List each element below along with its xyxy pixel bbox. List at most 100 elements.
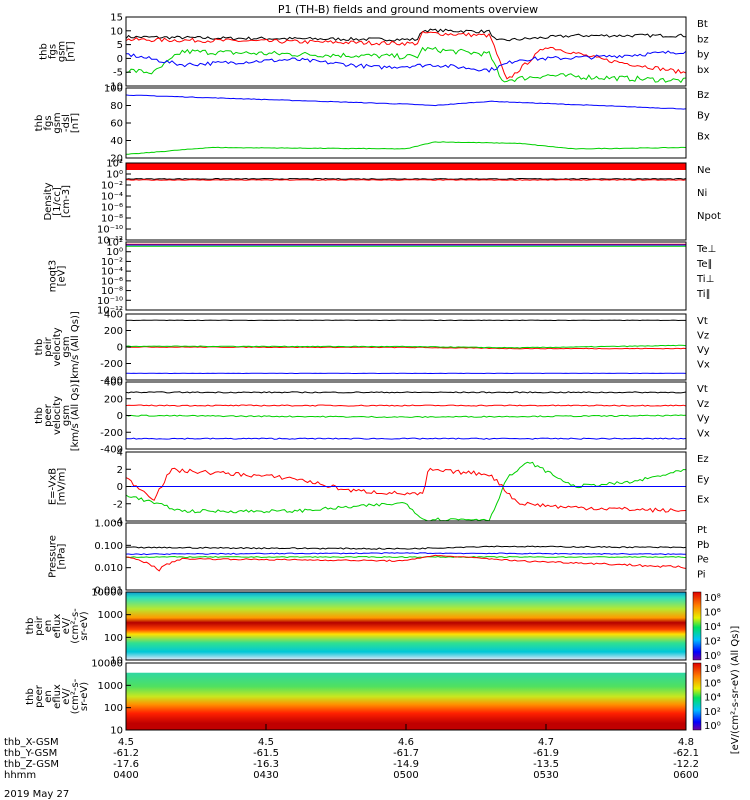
panel-frame bbox=[125, 522, 687, 591]
Ne-series bbox=[126, 179, 686, 181]
y-tick-label: -2 bbox=[113, 499, 123, 510]
y-axis-label: en bbox=[43, 620, 54, 633]
y-axis-label: thb bbox=[34, 339, 45, 356]
panel-frame bbox=[125, 162, 687, 241]
y-axis-label: -dsl bbox=[61, 114, 72, 132]
Pi-series bbox=[126, 552, 686, 556]
legend-Vz: Vz bbox=[697, 399, 709, 410]
y-tick-label: 20 bbox=[110, 154, 123, 165]
colorbar-tick: 10² bbox=[704, 707, 721, 718]
colorbar-tick: 10⁸ bbox=[704, 593, 721, 604]
panel-plot-pressure bbox=[126, 545, 686, 572]
colorbar bbox=[692, 591, 702, 661]
Ey-series bbox=[126, 461, 686, 521]
y-axis-label: fgs bbox=[43, 115, 54, 130]
x-tick-label: 4.6 bbox=[398, 737, 414, 748]
legend-Pi: Pi bbox=[697, 569, 706, 580]
Ez-series bbox=[126, 467, 686, 513]
legend-by: by bbox=[697, 50, 709, 61]
panel-plot-fgs bbox=[126, 28, 686, 84]
x-tick-label: 4.8 bbox=[678, 737, 694, 748]
y-axis-label: en bbox=[43, 690, 54, 703]
Vy-series bbox=[126, 344, 686, 349]
legend-Ex: Ex bbox=[697, 495, 709, 506]
y-tick-label: -400 bbox=[100, 376, 123, 387]
y-axis-label: eV/ bbox=[61, 617, 72, 634]
y-tick-label: 10² bbox=[106, 159, 123, 170]
y-tick-label: 400 bbox=[104, 378, 123, 389]
y-axis-label: [1/cc] bbox=[52, 187, 63, 216]
y-tick-label: 1.000 bbox=[94, 519, 123, 530]
legend-Bz: Bz bbox=[697, 90, 709, 101]
y-axis-label: E=-VxB bbox=[48, 468, 59, 505]
y-tick-label: 10⁻² bbox=[101, 181, 123, 192]
x-tick-label: -13.5 bbox=[533, 759, 559, 770]
y-tick-label: 1000 bbox=[98, 681, 123, 692]
y-tick-label: 10⁻⁶ bbox=[101, 203, 123, 214]
y-tick-label: 4 bbox=[117, 448, 123, 459]
colorbar-tick: 10⁰ bbox=[704, 651, 721, 662]
y-tick-label: 0.100 bbox=[94, 541, 123, 552]
bx-series bbox=[126, 50, 686, 73]
y-tick-label: -5 bbox=[113, 68, 123, 79]
x-tick-label: 4.7 bbox=[538, 737, 554, 748]
By-series bbox=[126, 141, 686, 155]
Pt-series bbox=[126, 545, 686, 550]
legend-Npot: Npot bbox=[697, 211, 721, 222]
panel-density: 10²10⁰10⁻²10⁻⁴10⁻⁶10⁻⁸10⁻¹⁰10⁻¹²Density[… bbox=[43, 159, 721, 247]
y-axis-label: moqt3 bbox=[48, 260, 59, 293]
x-axis-row-label: thb_Y-GSM bbox=[4, 748, 57, 759]
legend-Ne: Ne bbox=[697, 165, 711, 176]
y-tick-label: 200 bbox=[104, 326, 123, 337]
y-tick-label: 0.001 bbox=[94, 586, 123, 597]
y-tick-label: 100 bbox=[104, 84, 123, 95]
Ni-series bbox=[126, 177, 686, 180]
y-axis-label: [nT] bbox=[66, 41, 77, 61]
y-axis-label: thb bbox=[25, 618, 36, 635]
y-axis-label: sr-eV) bbox=[79, 611, 90, 640]
Vz-series bbox=[126, 404, 686, 407]
legend-Vx: Vx bbox=[697, 428, 710, 439]
panel-frame bbox=[125, 16, 687, 87]
colorbar bbox=[692, 662, 702, 731]
legend-Vy: Vy bbox=[697, 345, 710, 356]
y-tick-label: 400 bbox=[104, 310, 123, 321]
y-axis-label: thb bbox=[34, 407, 45, 424]
colorbars-group: 10⁸ 10⁶ 10⁴ 10² 10⁰ 10⁸ 10⁶ 10⁴ 10² 10⁰ [eV/(cm²-s… bbox=[692, 591, 741, 755]
x-tick-label: 0600 bbox=[673, 770, 698, 781]
npot-saturated-band bbox=[126, 163, 686, 170]
y-tick-label: 15 bbox=[110, 13, 123, 24]
y-axis-label: gsm bbox=[61, 405, 72, 426]
panel-temp: 10²10⁰10⁻²10⁻⁴10⁻⁶10⁻⁸10⁻¹⁰10⁻¹²moqt3[eV… bbox=[48, 238, 717, 317]
legend-Ti⊥: Ti⊥ bbox=[696, 274, 714, 285]
x-tick-label: -61.9 bbox=[533, 748, 559, 759]
x-tick-label: -61.7 bbox=[393, 748, 419, 759]
x-tick-label: -14.9 bbox=[393, 759, 419, 770]
x-tick-label: 0400 bbox=[113, 770, 138, 781]
x-axis-row-label: hhmm bbox=[4, 770, 36, 781]
y-axis-label: eflux bbox=[52, 684, 63, 709]
y-tick-label: 0 bbox=[117, 482, 123, 493]
panel-plot-peerspec bbox=[126, 663, 686, 730]
y-tick-label: 200 bbox=[104, 394, 123, 405]
x-tick-label: -61.5 bbox=[253, 748, 279, 759]
panel-frame bbox=[125, 591, 687, 661]
panel-plot-efield bbox=[126, 461, 686, 521]
y-tick-label: 2 bbox=[117, 465, 123, 476]
panels-group: 151050-5-10thbfgsgsm[nT]Btbzbybx10080604… bbox=[25, 13, 721, 737]
legend-Bt: Bt bbox=[697, 19, 708, 30]
y-axis-label: eflux bbox=[52, 614, 63, 639]
legend-Ey: Ey bbox=[697, 474, 709, 485]
y-axis-label: fgs bbox=[48, 44, 59, 59]
y-axis-label: velocity bbox=[52, 396, 63, 435]
y-tick-label: 0 bbox=[117, 411, 123, 422]
y-axis-label: thb bbox=[25, 688, 36, 705]
panel-peirspec: 10000 1000 100 10 thbpeirenefluxeV/(cm²-s-sr… bbox=[25, 588, 687, 667]
legend-Ni: Ni bbox=[697, 188, 707, 199]
panel-frame bbox=[125, 241, 687, 311]
colorbar-label: [eV/(cm²-s-sr-eV) (All Qs)] bbox=[730, 626, 741, 755]
